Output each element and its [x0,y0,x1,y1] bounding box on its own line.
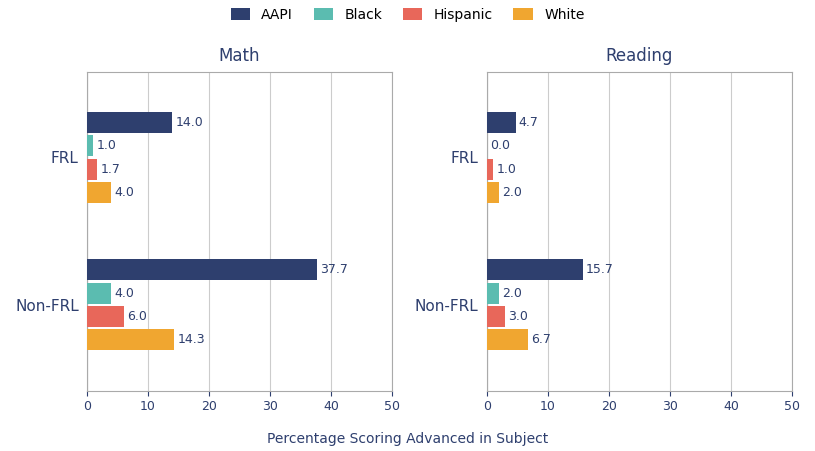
Bar [87,159,98,179]
Bar [487,283,500,304]
Text: 14.0: 14.0 [175,116,203,129]
Text: 15.7: 15.7 [586,263,614,276]
Text: 2.0: 2.0 [502,186,522,199]
Text: 1.0: 1.0 [96,139,116,152]
Bar [87,182,112,203]
Text: 37.7: 37.7 [320,263,348,276]
Text: 2.0: 2.0 [502,287,522,300]
Bar [87,306,124,327]
Text: Percentage Scoring Advanced in Subject: Percentage Scoring Advanced in Subject [267,433,548,446]
Text: 14.3: 14.3 [178,333,205,346]
Bar [87,135,93,156]
Text: 0.0: 0.0 [490,139,510,152]
Text: 4.0: 4.0 [115,186,134,199]
Text: 3.0: 3.0 [509,310,528,323]
Text: 6.0: 6.0 [126,310,147,323]
Text: 4.7: 4.7 [519,116,539,129]
Bar [487,159,493,179]
Bar [487,112,516,133]
Text: 1.7: 1.7 [100,163,121,176]
Bar [487,306,505,327]
Title: Math: Math [218,46,260,64]
Bar [87,259,317,281]
Bar [487,330,528,350]
Bar [487,182,500,203]
Text: 1.0: 1.0 [496,163,516,176]
Legend: AAPI, Black, Hispanic, White: AAPI, Black, Hispanic, White [225,2,590,28]
Bar [87,330,174,350]
Title: Reading: Reading [606,46,673,64]
Bar [87,283,112,304]
Bar [487,259,583,281]
Bar [87,112,173,133]
Text: 4.0: 4.0 [115,287,134,300]
Text: 6.7: 6.7 [531,333,551,346]
